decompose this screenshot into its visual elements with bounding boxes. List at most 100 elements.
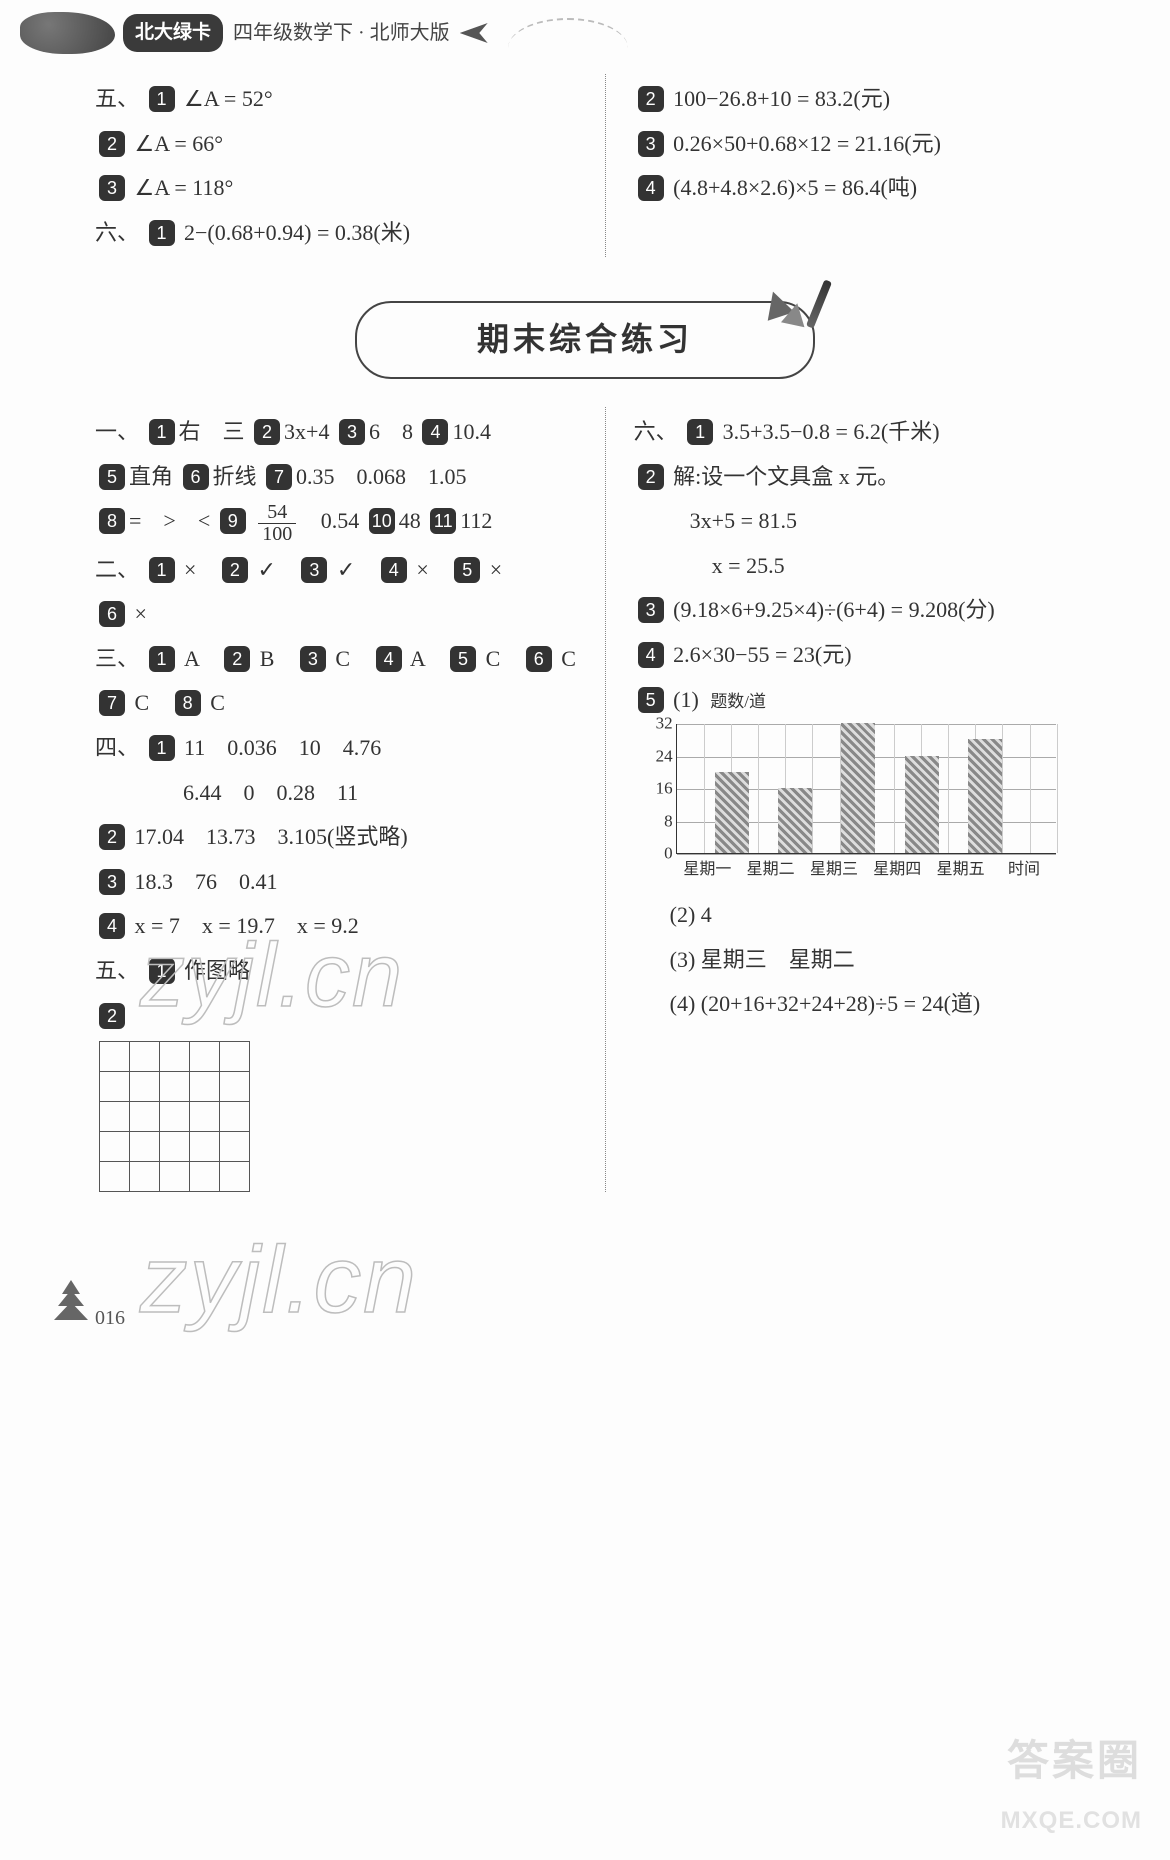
s1-10: 48 bbox=[399, 508, 421, 533]
bar-chart: 08162432 星期一星期二星期三星期四星期五时间 bbox=[676, 724, 1100, 885]
sec5-ans2: ∠A = 66° bbox=[135, 131, 224, 156]
s4n1-icon: 1 bbox=[149, 735, 175, 761]
frac-num: 54 bbox=[258, 502, 296, 524]
dashed-arc-deco bbox=[508, 18, 628, 48]
s6-row4: 4 2.6×30−55 = 23(元) bbox=[634, 635, 1100, 675]
main-right-col: 六、 1 3.5+3.5−0.8 = 6.2(千米) 2 解:设一个文具盒 x … bbox=[605, 407, 1100, 1192]
num-1b-icon: 1 bbox=[149, 220, 175, 246]
s4-1a: 11 0.036 10 4.76 bbox=[184, 735, 381, 760]
s4-label: 四、 bbox=[95, 735, 139, 760]
chart-area: 08162432 bbox=[676, 724, 1056, 854]
section-title-text: 期末综合练习 bbox=[477, 321, 693, 357]
s6-row5: 5 (1) 题数/道 bbox=[634, 680, 1100, 720]
corner-wm-line1: 答案圈 bbox=[1001, 1723, 1142, 1799]
s2n1-icon: 1 bbox=[149, 557, 175, 583]
n10-icon: 10 bbox=[369, 508, 395, 534]
page-header: 北大绿卡 四年级数学下 · 北师大版 bbox=[0, 0, 1170, 66]
s3-row2: 7 C 8 C bbox=[95, 683, 585, 723]
s2n4-icon: 4 bbox=[381, 557, 407, 583]
s2-3: ✓ bbox=[337, 557, 355, 582]
s3-1: A bbox=[184, 646, 199, 671]
sec5-line3: 3 ∠A = 118° bbox=[95, 168, 585, 208]
s6-5-3: (3) 星期三 星期二 bbox=[634, 940, 1100, 980]
n9-icon: 9 bbox=[220, 508, 246, 534]
top-columns: 五、 1 ∠A = 52° 2 ∠A = 66° 3 ∠A = 118° 六、 … bbox=[0, 66, 1170, 275]
s6-5-4: (4) (20+16+32+24+28)÷5 = 24(道) bbox=[634, 984, 1100, 1024]
sec6-ans: 2−(0.68+0.94) = 0.38(米) bbox=[184, 220, 410, 245]
n11-icon: 11 bbox=[430, 508, 456, 534]
s6-2c: x = 25.5 bbox=[712, 553, 785, 578]
s6-row2a: 2 解:设一个文具盒 x 元。 bbox=[634, 457, 1100, 497]
sec5-line2: 2 ∠A = 66° bbox=[95, 124, 585, 164]
main-left-col: 一、 1右 三 23x+4 36 8 410.4 5直角 6折线 70.35 0… bbox=[95, 407, 605, 1192]
n5-icon: 5 bbox=[99, 464, 125, 490]
s6-5-4t: (4) (20+16+32+24+28)÷5 = 24(道) bbox=[670, 991, 981, 1016]
s4n4-icon: 4 bbox=[99, 913, 125, 939]
tr-ans4: (4.8+4.8×2.6)×5 = 86.4(吨) bbox=[673, 175, 917, 200]
watermark-1: zyjl.cn bbox=[140, 895, 404, 1057]
s6-5-1-label: (1) bbox=[673, 687, 699, 712]
s4-row2: 2 17.04 13.73 3.105(竖式略) bbox=[95, 817, 585, 857]
s3n2-icon: 2 bbox=[224, 646, 250, 672]
s4-row1b: 6.44 0 0.28 11 bbox=[95, 773, 585, 813]
s1-4: 10.4 bbox=[452, 419, 491, 444]
s4-1b: 6.44 0 0.28 11 bbox=[183, 780, 358, 805]
s2-4: × bbox=[416, 557, 428, 582]
tr-line4: 4 (4.8+4.8×2.6)×5 = 86.4(吨) bbox=[634, 168, 1100, 208]
s2-6: × bbox=[135, 601, 147, 626]
chart-x-labels: 星期一星期二星期三星期四星期五时间 bbox=[676, 854, 1056, 885]
num-2-icon: 2 bbox=[99, 131, 125, 157]
s3n7-icon: 7 bbox=[99, 690, 125, 716]
header-blob-deco bbox=[20, 12, 115, 54]
watermark-2: zyjl.cn bbox=[140, 1195, 418, 1366]
paper-plane-icon bbox=[460, 23, 488, 43]
num-2b-icon: 2 bbox=[638, 86, 664, 112]
n8-icon: 8 bbox=[99, 508, 125, 534]
frac-den: 100 bbox=[258, 524, 296, 545]
n4-icon: 4 bbox=[422, 419, 448, 445]
s1-row3: 8= > < 9 54 100 0.54 1048 11112 bbox=[95, 501, 585, 544]
sec5-ans3: ∠A = 118° bbox=[135, 175, 234, 200]
s2-5: × bbox=[490, 557, 502, 582]
num-3b-icon: 3 bbox=[638, 131, 664, 157]
s4n3-icon: 3 bbox=[99, 869, 125, 895]
s2n6-icon: 6 bbox=[99, 601, 125, 627]
s6n3-icon: 3 bbox=[638, 597, 664, 623]
n3-icon: 3 bbox=[339, 419, 365, 445]
s3n4-icon: 4 bbox=[376, 646, 402, 672]
s6-2a: 解:设一个文具盒 x 元。 bbox=[673, 464, 899, 489]
s1-6: 折线 bbox=[213, 464, 257, 489]
s2-row2: 6 × bbox=[95, 594, 585, 634]
s3-3: C bbox=[335, 646, 350, 671]
s6-1: 3.5+3.5−0.8 = 6.2(千米) bbox=[723, 419, 940, 444]
s3-7: C bbox=[135, 690, 150, 715]
s1-11: 112 bbox=[460, 508, 492, 533]
s4-row1: 四、 1 11 0.036 10 4.76 bbox=[95, 728, 585, 768]
s6-5-2t: (2) 4 bbox=[670, 902, 712, 927]
s3-5: C bbox=[486, 646, 501, 671]
num-1-icon: 1 bbox=[149, 86, 175, 112]
s6-label: 六、 bbox=[634, 419, 678, 444]
s4n2-icon: 2 bbox=[99, 824, 125, 850]
s6-3: (9.18×6+9.25×4)÷(6+4) = 9.208(分) bbox=[673, 597, 995, 622]
s2-label: 二、 bbox=[95, 557, 139, 582]
s3n6-icon: 6 bbox=[526, 646, 552, 672]
s4-2: 17.04 13.73 3.105(竖式略) bbox=[135, 824, 408, 849]
series-badge: 北大绿卡 bbox=[123, 14, 223, 52]
s6-4: 2.6×30−55 = 23(元) bbox=[673, 642, 851, 667]
s2n3-icon: 3 bbox=[301, 557, 327, 583]
s6n2-icon: 2 bbox=[638, 464, 664, 490]
page-number: 016 bbox=[95, 1300, 125, 1336]
tr-ans2: 100−26.8+10 = 83.2(元) bbox=[673, 86, 890, 111]
section-title: 期末综合练习 bbox=[355, 301, 815, 379]
s1-row1: 一、 1右 三 23x+4 36 8 410.4 bbox=[95, 412, 585, 452]
s1-2: 3x+4 bbox=[284, 419, 329, 444]
s1-5: 直角 bbox=[129, 464, 173, 489]
s3-6: C bbox=[561, 646, 576, 671]
sec6-line: 六、 1 2−(0.68+0.94) = 0.38(米) bbox=[95, 213, 585, 253]
s3-4: A bbox=[410, 646, 425, 671]
s6-row1: 六、 1 3.5+3.5−0.8 = 6.2(千米) bbox=[634, 412, 1100, 452]
s1-9-fraction: 54 100 bbox=[258, 502, 296, 545]
s5n2-icon: 2 bbox=[99, 1003, 125, 1029]
corner-wm-line2: MXQE.COM bbox=[1001, 1799, 1142, 1842]
